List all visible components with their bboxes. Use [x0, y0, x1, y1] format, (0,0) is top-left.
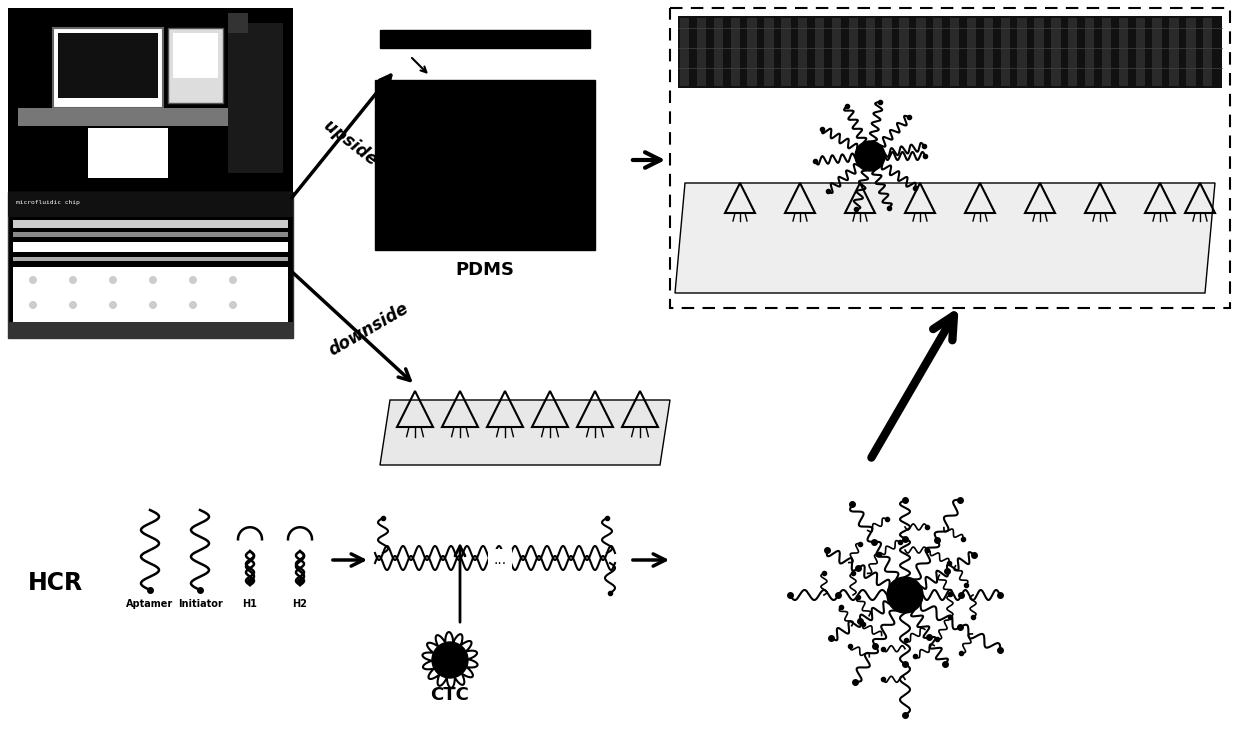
Bar [228, 13, 248, 33]
Text: ...: ... [489, 551, 510, 570]
Circle shape [432, 642, 468, 678]
Bar [1136, 18, 1145, 86]
Bar [950, 18, 959, 86]
Circle shape [229, 301, 237, 309]
Bar [380, 30, 590, 48]
Text: Initiator: Initiator [177, 599, 222, 609]
Bar [1001, 18, 1010, 86]
Circle shape [855, 141, 885, 171]
Bar [7, 322, 292, 338]
Polygon shape [380, 400, 670, 465]
Polygon shape [422, 632, 477, 688]
Text: HCR: HCR [28, 571, 83, 595]
Bar [19, 108, 228, 126]
Bar [900, 18, 908, 86]
Bar [1101, 18, 1111, 86]
Bar [866, 18, 875, 86]
Text: ...: ... [493, 553, 507, 567]
Bar [696, 18, 706, 86]
Bar [53, 28, 164, 108]
Bar [798, 18, 808, 86]
Bar [1017, 18, 1027, 86]
Bar [917, 18, 926, 86]
Bar [678, 16, 1222, 88]
Bar [1068, 18, 1078, 86]
Bar [680, 18, 689, 86]
Circle shape [190, 301, 197, 309]
Bar [849, 18, 859, 86]
Text: upside: upside [320, 116, 380, 169]
Text: PDMS: PDMS [456, 261, 514, 279]
Bar [882, 18, 892, 86]
Bar [764, 18, 773, 86]
Bar [12, 220, 287, 228]
Circle shape [887, 577, 923, 613]
Bar [984, 18, 992, 86]
Bar [966, 18, 976, 86]
Bar [670, 8, 1230, 308]
Bar [747, 18, 757, 86]
Bar [1035, 18, 1043, 86]
Bar [12, 232, 287, 237]
Circle shape [69, 301, 77, 309]
Bar [1085, 18, 1094, 86]
Circle shape [229, 276, 237, 284]
Circle shape [28, 276, 37, 284]
Text: Aptamer: Aptamer [126, 599, 173, 609]
Bar [731, 18, 740, 86]
Circle shape [109, 276, 116, 284]
Bar [88, 128, 169, 178]
Text: CTC: CTC [431, 686, 470, 704]
Bar [7, 192, 292, 217]
Bar [933, 18, 943, 86]
Bar [1170, 18, 1178, 86]
Circle shape [28, 301, 37, 309]
Bar [1051, 18, 1061, 86]
Bar [7, 192, 292, 338]
Bar [1119, 18, 1127, 86]
Circle shape [109, 301, 116, 309]
Bar [1152, 18, 1162, 86]
Circle shape [149, 301, 157, 309]
Circle shape [149, 276, 157, 284]
Circle shape [69, 276, 77, 284]
Text: H2: H2 [292, 599, 307, 609]
Text: H1: H1 [243, 599, 258, 609]
Bar [7, 8, 292, 338]
Bar [815, 18, 824, 86]
Bar [58, 33, 159, 98]
Bar [173, 33, 218, 78]
Bar [12, 257, 287, 261]
Bar [1203, 18, 1213, 86]
Bar [228, 23, 282, 173]
Bar [831, 18, 841, 86]
Bar [12, 242, 287, 252]
Polygon shape [675, 183, 1215, 293]
Bar [1186, 18, 1196, 86]
Bar [375, 80, 595, 250]
Bar [169, 28, 223, 103]
Text: microfluidic chip: microfluidic chip [16, 200, 79, 205]
Bar [12, 267, 287, 322]
Text: downside: downside [325, 299, 411, 359]
Circle shape [190, 276, 197, 284]
Bar [782, 18, 790, 86]
Bar [714, 18, 724, 86]
